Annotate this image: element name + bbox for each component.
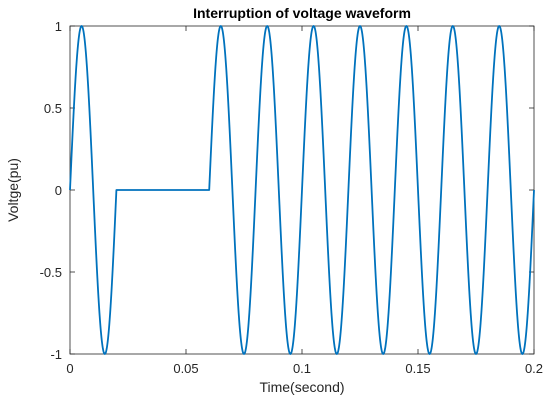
- y-tick-label-1: -0.5: [40, 265, 62, 280]
- y-tick-label-3: 0.5: [44, 101, 62, 116]
- y-axis-label: Voltge(pu): [5, 158, 21, 222]
- y-tick-label-2: 0: [55, 183, 62, 198]
- x-axis-label: Time(second): [259, 379, 344, 395]
- x-tick-label-2: 0.1: [293, 361, 311, 376]
- x-tick-label-4: 0.2: [525, 361, 543, 376]
- x-tick-label-0: 0: [66, 361, 73, 376]
- y-tick-label-4: 1: [55, 19, 62, 34]
- series-line-voltage: [69, 25, 535, 355]
- ticks: 0 0.05 0.1 0.15 0.2 -1 -0.5 0 0.5 1: [40, 19, 543, 376]
- x-tick-label-3: 0.15: [405, 361, 430, 376]
- x-tick-label-1: 0.05: [173, 361, 198, 376]
- y-tick-label-0: -1: [50, 347, 62, 362]
- chart-title: Interruption of voltage waveform: [193, 5, 411, 21]
